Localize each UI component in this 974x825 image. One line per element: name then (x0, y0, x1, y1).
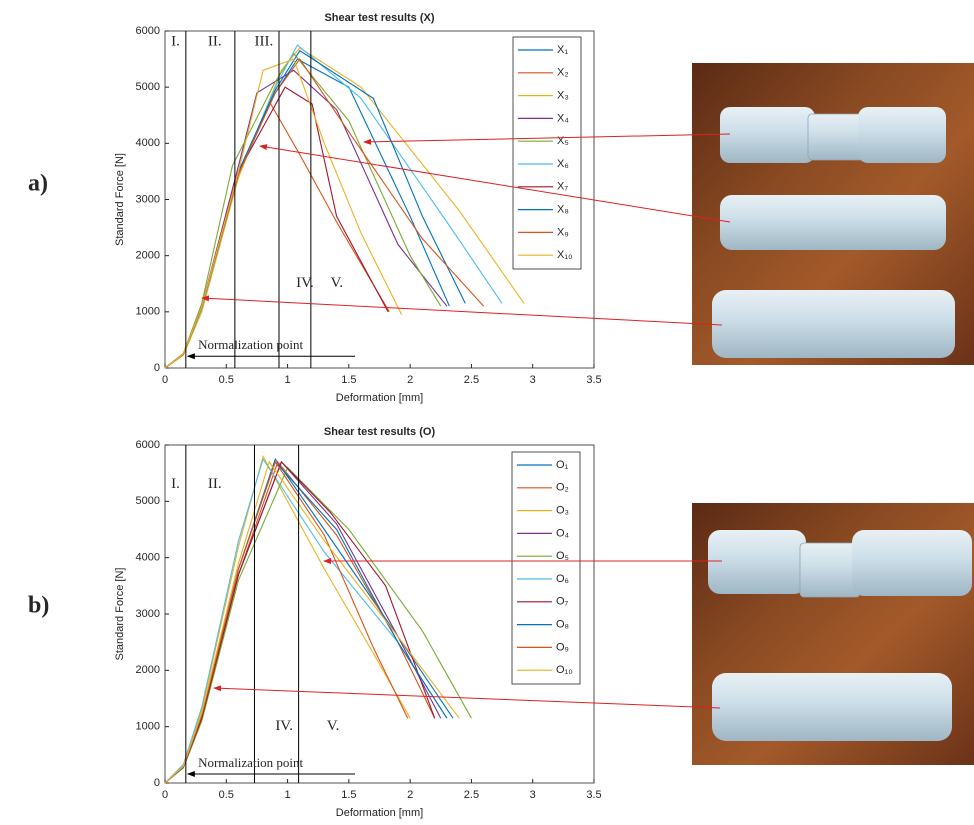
legend-label: O₈ (556, 619, 569, 631)
y-tick-label: 2000 (136, 250, 160, 262)
x-tick-label: 2 (407, 789, 413, 801)
legend-label: O₃ (556, 505, 569, 517)
legend-label: O₆ (556, 573, 569, 585)
legend-box (512, 36, 582, 270)
legend-label: X₁ (557, 44, 568, 56)
y-tick-label: 5000 (136, 81, 160, 93)
legend-label: X₁₀ (557, 249, 573, 261)
y-tick-label: 0 (154, 777, 160, 789)
x-tick-label: 2.5 (464, 374, 479, 386)
note: Normalization point (198, 337, 303, 352)
legend-label: O₁ (556, 459, 569, 471)
y-tick-label: 3000 (136, 608, 160, 620)
region-label: II. (208, 34, 222, 50)
x-tick-label: 2.5 (464, 789, 479, 801)
y-tick-label: 1000 (136, 306, 160, 318)
region-label: IV. (275, 718, 293, 734)
arrows (201, 133, 731, 709)
note: Normalization point (198, 755, 303, 770)
y-axis-label: Standard Force [N] (114, 153, 126, 246)
region-label: III. (254, 34, 273, 50)
x-tick-label: 1 (285, 789, 291, 801)
x-tick-label: 0.5 (219, 789, 234, 801)
y-tick-label: 4000 (136, 137, 160, 149)
legend-label: O₉ (556, 641, 569, 653)
legend-label: X₇ (557, 181, 568, 193)
legend-label: O₇ (556, 596, 569, 608)
legend-box (511, 451, 581, 685)
series-line (164, 457, 448, 784)
legend-label: O₄ (556, 527, 570, 539)
y-tick-label: 3000 (136, 193, 160, 205)
region-label: I. (171, 34, 180, 50)
x-axis-label: Deformation [mm] (336, 392, 423, 404)
x-tick-label: 3.5 (586, 374, 601, 386)
x-tick-label: 3.5 (586, 789, 601, 801)
photo-a (692, 63, 974, 365)
series-line (164, 460, 460, 784)
region-label: IV. (296, 275, 314, 291)
legend-label: X₉ (557, 226, 569, 238)
series-line (164, 58, 403, 369)
region-label: V. (327, 718, 340, 734)
chart-title: Shear test results (X) (324, 12, 434, 24)
x-tick-label: 0.5 (219, 374, 234, 386)
panel-label: a) (28, 171, 48, 197)
legend-label: X₂ (557, 67, 569, 79)
y-tick-label: 1000 (136, 721, 160, 733)
x-tick-label: 1 (285, 374, 291, 386)
x-tick-label: 3 (530, 374, 536, 386)
y-tick-label: 6000 (136, 25, 160, 37)
legend-label: X₄ (557, 112, 569, 124)
legend-label: X₈ (557, 204, 569, 216)
panel-label: b) (28, 593, 49, 619)
y-tick-label: 0 (154, 362, 160, 374)
chart-title: Shear test results (O) (324, 426, 436, 438)
x-tick-label: 3 (530, 789, 536, 801)
y-tick-label: 5000 (136, 495, 160, 507)
legend-label: X₆ (557, 158, 569, 170)
y-tick-label: 2000 (136, 664, 160, 676)
photo-b (692, 503, 974, 765)
region-label: II. (208, 476, 222, 492)
legend-label: O₂ (556, 482, 569, 494)
x-tick-label: 0 (162, 789, 168, 801)
y-tick-label: 4000 (136, 552, 160, 564)
legend-label: X₅ (557, 135, 569, 147)
x-tick-label: 1.5 (341, 374, 356, 386)
region-label: V. (330, 275, 343, 291)
y-axis-label: Standard Force [N] (114, 568, 126, 661)
legend-label: X₃ (557, 90, 569, 102)
x-axis-label: Deformation [mm] (336, 807, 423, 819)
legend-label: O₁₀ (556, 664, 573, 676)
x-tick-label: 2 (407, 374, 413, 386)
x-tick-label: 1.5 (341, 789, 356, 801)
y-tick-label: 6000 (136, 439, 160, 451)
region-label: I. (171, 476, 180, 492)
x-tick-label: 0 (162, 374, 168, 386)
legend-label: O₅ (556, 550, 569, 562)
